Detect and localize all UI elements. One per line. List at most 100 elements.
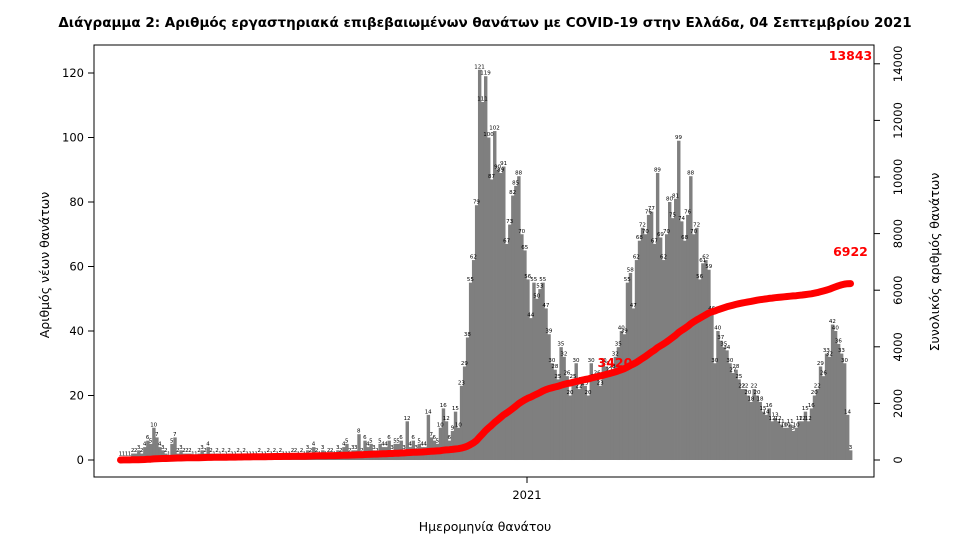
bar-value-label: 12 [443,416,450,422]
bar [532,282,536,461]
bar [704,260,708,460]
bar [520,234,524,460]
bar-value-label: 40 [832,326,839,332]
bar-value-label: 2 [197,448,201,454]
chart-title: Διάγραμμα 2: Αριθμός εργαστηριακά επιβεβ… [58,15,911,31]
bar [143,447,147,460]
bar [734,369,738,460]
bar-value-label: 2 [360,448,364,454]
bar [661,260,666,460]
bar [698,279,702,460]
bar [426,414,431,460]
bar [523,250,527,461]
bar-value-label: 2 [294,448,298,454]
x-axis-label: Ημερομηνία θανάτου [419,519,552,534]
bar-value-label: 2 [164,448,168,454]
cumulative-annotations: 3420 6922 13843 [598,48,873,370]
bar-value-label: 5 [149,438,153,444]
bar-value-label: 13 [772,413,779,419]
bar [779,424,784,460]
bar-value-label: 32 [560,351,567,357]
bar [496,169,500,460]
bar-value-label: 2 [227,448,231,454]
y-axis-label: Αριθμός νέων θανάτων [37,192,52,339]
bar-value-label: 3 [402,445,406,451]
bar-value-label: 5 [345,438,349,444]
bar-value-label: 10 [781,422,788,428]
bar-value-label: 40 [714,326,721,332]
bar-value-label: 4 [342,442,346,448]
bar-value-label: 2 [203,448,207,454]
bar-value-label: 6 [146,435,150,441]
bar-value-label: 10 [455,422,462,428]
bar [559,347,563,461]
bar [830,324,835,460]
bar-value-label: 99 [675,135,682,141]
bar-value-label: 70 [642,229,649,235]
bar [643,234,648,460]
bar-value-label: 2 [209,448,213,454]
bar-value-label: 42 [829,319,836,325]
bar-value-label: 10 [793,422,800,428]
bar [695,227,699,460]
y2-tick-label: 4000 [891,332,905,361]
cumulative-line [117,280,854,464]
bar-value-label: 55 [530,277,537,283]
bar-value-label: 88 [515,171,522,177]
bar [607,372,612,460]
bar-value-label: 6 [411,435,415,441]
bar [752,389,756,460]
bar-value-label: 121 [474,64,485,70]
bar [815,389,820,460]
bar-value-label: 20 [811,390,818,396]
bar-value-label: 12 [799,416,806,422]
bar-value-label: 15 [760,406,767,412]
bar-value-label: 20 [585,390,592,396]
bar [173,437,177,460]
bar-value-label: 55 [467,277,474,283]
bar-value-label: 72 [639,222,646,228]
bar-value-label: 89 [497,167,504,173]
bar [556,379,560,461]
bar [824,353,829,460]
bar-value-label: 5 [393,438,397,444]
bar [170,443,174,461]
bar [577,389,581,460]
bar [595,376,600,460]
bar [589,363,593,460]
bar [668,202,672,460]
bar-value-label: 55 [624,277,631,283]
bar-value-label: 7 [173,432,177,438]
bar-value-label: 30 [841,358,848,364]
bar-value-label: 80 [666,197,673,203]
bar-value-label: 2 [348,448,352,454]
y-tick-label: 0 [77,453,84,467]
bar [526,279,530,460]
y-axis-left: 0 20 40 60 80 100 120 [62,66,95,467]
y2-tick-label: 2000 [891,389,905,418]
bar-value-label: 75 [669,213,676,219]
bar-value-label: 4 [384,442,388,448]
bar-value-label: 1 [125,451,129,457]
x-tick-label: 2021 [512,488,541,502]
y2-axis-label: Συνολικός αριθμός θανάτων [927,173,942,352]
bar-value-label: 3 [321,445,325,451]
bar-value-label: 1 [119,451,123,457]
bar-value-label: 39 [621,329,628,335]
bar [788,424,793,460]
bar-series [119,69,853,461]
bar-value-label: 20 [566,390,573,396]
bar [155,437,159,460]
bar-value-label: 3 [306,445,310,451]
bar-value-label: 14 [763,409,770,415]
bar-value-label: 32 [612,351,619,357]
bar [601,363,606,460]
bar-value-label: 76 [684,209,691,215]
bar-value-label: 6 [448,435,452,441]
bar-value-label: 2 [339,448,343,454]
y2-tick-label: 6000 [891,276,905,305]
bar [833,331,838,460]
bar [746,395,750,460]
bar-value-label: 1 [167,451,171,457]
bar [553,369,557,460]
